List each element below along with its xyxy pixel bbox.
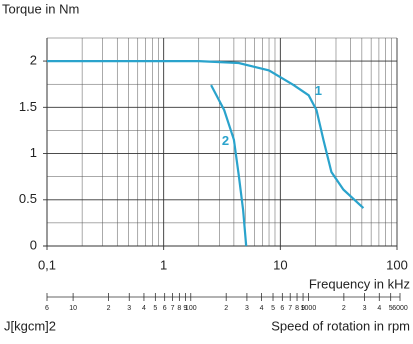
- rpm-tick-label: 6: [280, 305, 284, 312]
- y-axis-label: Torque in Nm: [2, 1, 79, 16]
- rpm-tick-label: 5: [153, 305, 157, 312]
- rpm-tick-label: 7: [288, 305, 292, 312]
- y-tick-label: 1: [30, 145, 37, 160]
- rpm-tick-label: 8: [177, 305, 181, 312]
- y-tick-label: 0: [30, 237, 37, 252]
- rpm-tick-label: 2: [342, 305, 346, 312]
- y-tick-label: 2: [30, 53, 37, 68]
- x-tick-label: 0,1: [38, 257, 56, 272]
- rpm-tick-label: 3: [127, 305, 131, 312]
- rpm-tick-label: 3: [363, 305, 367, 312]
- j-label: J[kgcm]2: [4, 318, 56, 333]
- rpm-tick-label: 9: [183, 305, 187, 312]
- rpm-tick-label: 7: [171, 305, 175, 312]
- rpm-tick-label: 4: [260, 305, 264, 312]
- y-tick-label: 1.5: [19, 99, 37, 114]
- rpm-tick-label: 3: [245, 305, 249, 312]
- rpm-axis-label: Speed of rotation in rpm: [271, 318, 410, 333]
- rpm-tick-label: 9: [301, 305, 305, 312]
- x-tick-label: 10: [273, 257, 287, 272]
- rpm-tick-label: 5: [389, 305, 393, 312]
- rpm-tick-label: 6: [45, 305, 49, 312]
- rpm-tick-label: 4: [142, 305, 146, 312]
- x-tick-label: 1: [160, 257, 167, 272]
- y-tick-label: 0.5: [19, 191, 37, 206]
- rpm-tick-label: 2: [224, 305, 228, 312]
- series-label: 2: [222, 133, 229, 148]
- rpm-tick-label: 1000: [301, 305, 317, 312]
- rpm-tick-label: 6000: [392, 305, 408, 312]
- series-line: [210, 84, 248, 247]
- x-axis-label: Frequency in kHz: [309, 276, 410, 291]
- rpm-tick-label: 5: [271, 305, 275, 312]
- rpm-tick-label: 100: [185, 305, 197, 312]
- rpm-tick-label: 4: [377, 305, 381, 312]
- rpm-tick-label: 2: [107, 305, 111, 312]
- series-line: [47, 60, 365, 209]
- series-label: 1: [315, 83, 322, 98]
- x-tick-label: 100: [386, 257, 408, 272]
- rpm-tick-label: 6: [163, 305, 167, 312]
- rpm-tick-label: 10: [69, 305, 77, 312]
- rpm-tick-label: 8: [295, 305, 299, 312]
